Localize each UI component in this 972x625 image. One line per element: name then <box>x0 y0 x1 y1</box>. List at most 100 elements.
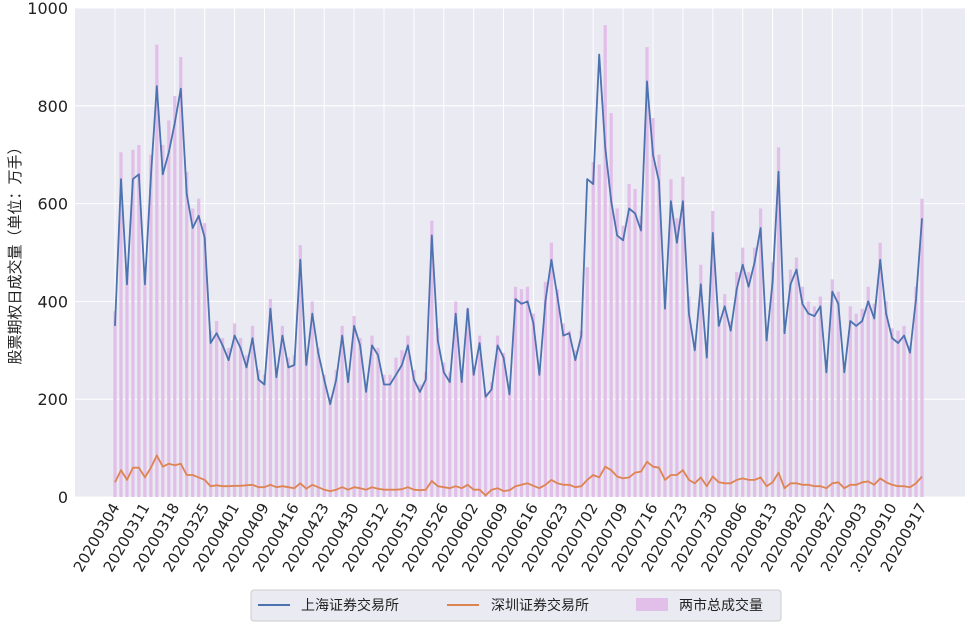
bar-total-volume <box>693 342 697 497</box>
bar-total-volume <box>173 96 177 498</box>
bar-total-volume <box>113 311 117 497</box>
bar-total-volume <box>537 367 542 497</box>
bar-total-volume <box>806 301 811 497</box>
bar-total-volume <box>412 369 416 497</box>
bar-total-volume <box>328 396 332 497</box>
bar-total-volume <box>125 267 129 497</box>
line-shanghai <box>114 53 923 406</box>
bar-total-volume <box>741 247 745 497</box>
line-series <box>114 53 923 497</box>
bar-total-volume <box>681 176 685 497</box>
bar-total-volume <box>466 308 470 497</box>
bar-total-volume <box>358 338 362 497</box>
bar-total-volume <box>442 362 446 497</box>
bar-total-volume <box>830 279 834 497</box>
bar-total-volume <box>908 345 912 497</box>
bar-total-volume <box>717 316 721 497</box>
bar-total-volume <box>729 320 733 497</box>
bar-total-volume <box>788 269 793 497</box>
bar-total-volume <box>209 330 213 497</box>
bar-total-volume <box>286 357 290 497</box>
bar-total-volume <box>561 323 565 497</box>
bar-total-volume <box>902 325 906 497</box>
bar-total-volume <box>711 210 715 497</box>
bar-total-volume <box>764 333 769 497</box>
bar-total-volume <box>197 198 201 497</box>
bar-total-volume <box>388 374 392 497</box>
y-tick-label: 200 <box>37 390 68 409</box>
bar-total-volume <box>316 347 320 497</box>
bar-total-volume <box>191 208 195 498</box>
legend-swatch-total <box>636 598 668 611</box>
bar-total-volume <box>346 372 350 497</box>
bar-total-volume <box>687 296 691 497</box>
bar-total-volume <box>298 245 302 497</box>
bar-total-volume <box>310 301 314 497</box>
bar-total-volume <box>495 335 500 497</box>
y-tick-label: 800 <box>37 97 68 116</box>
bar-total-volume <box>747 272 751 497</box>
bar-total-volume <box>776 147 781 498</box>
legend-box <box>250 589 782 622</box>
bar-total-volume <box>220 338 225 497</box>
bar-series <box>113 25 924 498</box>
bar-total-volume <box>627 184 631 498</box>
bar-total-volume <box>262 374 267 497</box>
bar-total-volume <box>149 154 153 497</box>
bar-total-volume <box>376 347 380 497</box>
bar-total-volume <box>818 296 823 497</box>
bar-total-volume <box>645 47 649 498</box>
bar-total-volume <box>382 374 386 497</box>
bar-total-volume <box>735 272 739 497</box>
bar-total-volume <box>657 154 661 497</box>
bar-total-volume <box>161 144 165 498</box>
watermark: 知乎 @Lucy-Fintech社区 <box>595 565 873 593</box>
bar-total-volume <box>232 323 237 497</box>
bar-total-volume <box>478 335 482 497</box>
bar-total-volume <box>525 286 530 497</box>
bar-total-volume <box>615 208 619 498</box>
bar-total-volume <box>436 328 440 497</box>
bar-total-volume <box>585 267 589 497</box>
bar-total-volume <box>119 152 123 497</box>
bar-total-volume <box>226 347 231 497</box>
bar-total-volume <box>238 338 243 497</box>
bar-total-volume <box>621 225 625 498</box>
bar-total-volume <box>274 367 279 497</box>
bar-total-volume <box>794 257 799 497</box>
bar-total-volume <box>203 223 207 497</box>
bar-total-volume <box>268 298 273 497</box>
bar-total-volume <box>824 360 828 497</box>
bar-total-volume <box>854 313 858 497</box>
bar-total-volume <box>543 281 548 497</box>
bar-total-volume <box>890 328 894 497</box>
bar-total-volume <box>770 262 775 497</box>
bar-total-volume <box>370 335 374 497</box>
bar-total-volume <box>609 113 613 497</box>
bar-total-volume <box>573 350 577 497</box>
bar-total-volume <box>304 357 308 497</box>
bar-total-volume <box>914 286 918 497</box>
bar-total-volume <box>639 215 643 497</box>
bar-total-volume <box>866 286 870 497</box>
bar-total-volume <box>394 357 398 497</box>
bar-total-volume <box>448 372 452 497</box>
bar-total-volume <box>555 289 559 497</box>
bar-total-volume <box>454 301 458 497</box>
bar-total-volume <box>155 44 159 498</box>
bar-total-volume <box>752 247 757 497</box>
line-shenzhen <box>114 454 923 497</box>
bar-total-volume <box>489 382 494 497</box>
bar-total-volume <box>179 56 183 498</box>
bar-total-volume <box>244 355 249 497</box>
bar-total-volume <box>507 386 512 497</box>
y-tick-label: 1000 <box>27 0 68 18</box>
bar-total-volume <box>663 291 667 497</box>
bar-total-volume <box>758 208 763 498</box>
bar-total-volume <box>633 188 637 497</box>
bar-total-volume <box>214 320 219 497</box>
bar-total-volume <box>472 367 476 497</box>
bar-total-volume <box>723 294 727 497</box>
y-tick-label: 600 <box>37 195 68 214</box>
